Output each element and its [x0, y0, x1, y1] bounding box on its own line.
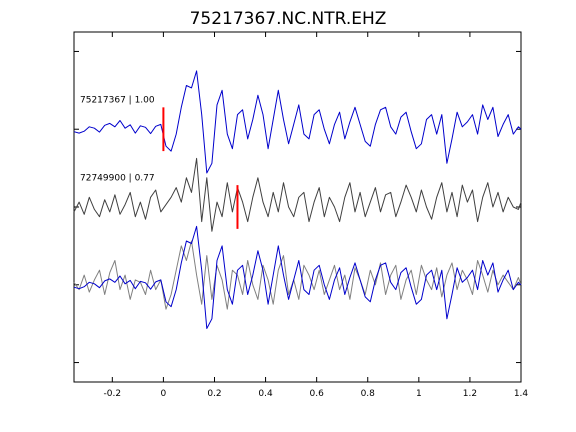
x-tick-label: 0	[161, 389, 167, 399]
trace-label: 72749900 | 0.77	[80, 173, 155, 183]
trace-line	[73, 225, 522, 329]
trace-lines	[73, 70, 522, 329]
x-tick-label: 1.4	[514, 389, 529, 399]
x-tick-label: 0.8	[361, 389, 376, 399]
trace-line	[73, 240, 522, 310]
x-tick-label: 0.4	[258, 389, 273, 399]
x-tick-label: 1	[416, 389, 422, 399]
pick-markers	[162, 107, 239, 229]
x-tick-label: 0.6	[309, 389, 324, 399]
axis-ticks: -0.2 0 0.2 0.4 0.6 0.8 1 1.2 1.4	[74, 32, 528, 399]
plot-area-frame	[73, 31, 522, 383]
trace-line	[73, 157, 522, 232]
trace-labels: 75217367 | 1.00 72749900 | 0.77	[80, 95, 155, 183]
trace-label: 75217367 | 1.00	[80, 95, 155, 105]
x-tick-label: 1.2	[463, 389, 477, 399]
x-tick-label: -0.2	[104, 389, 122, 399]
trace-line	[73, 70, 522, 174]
chart-title: 75217367.NC.NTR.EHZ	[190, 9, 387, 29]
x-tick-label: 0.2	[207, 389, 221, 399]
